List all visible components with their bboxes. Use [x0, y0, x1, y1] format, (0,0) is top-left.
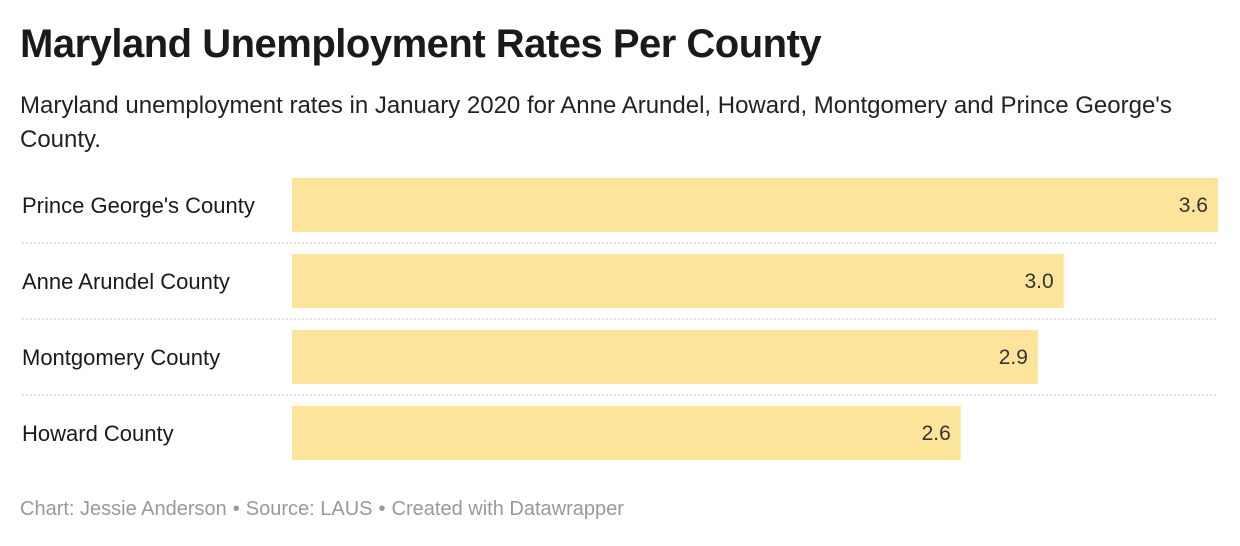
- value-label: 3.6: [1179, 194, 1208, 217]
- bar: [292, 406, 961, 460]
- footer-separator: •: [232, 498, 240, 520]
- value-label: 2.9: [999, 346, 1028, 369]
- category-label: Anne Arundel County: [22, 269, 230, 294]
- chart-footer: Chart: Jessie Anderson • Source: LAUS • Crea…: [20, 498, 624, 521]
- chart-title: Maryland Unemployment Rates Per County: [20, 22, 822, 66]
- category-label: Montgomery County: [22, 345, 220, 370]
- chart-credit: Chart: Jessie Anderson: [20, 498, 227, 520]
- bar: [292, 178, 1218, 232]
- bar: [292, 330, 1038, 384]
- chart-subtitle: Maryland unemployment rates in January 2…: [20, 92, 1172, 153]
- bar: [292, 254, 1064, 308]
- value-label: 3.0: [1024, 270, 1053, 293]
- source-label: Source: LAUS: [245, 498, 373, 520]
- value-label: 2.6: [922, 422, 951, 445]
- footer-separator: •: [378, 498, 386, 520]
- category-label: Prince George's County: [22, 193, 255, 218]
- datawrapper-credit: Created with Datawrapper: [391, 498, 624, 520]
- category-label: Howard County: [22, 421, 174, 446]
